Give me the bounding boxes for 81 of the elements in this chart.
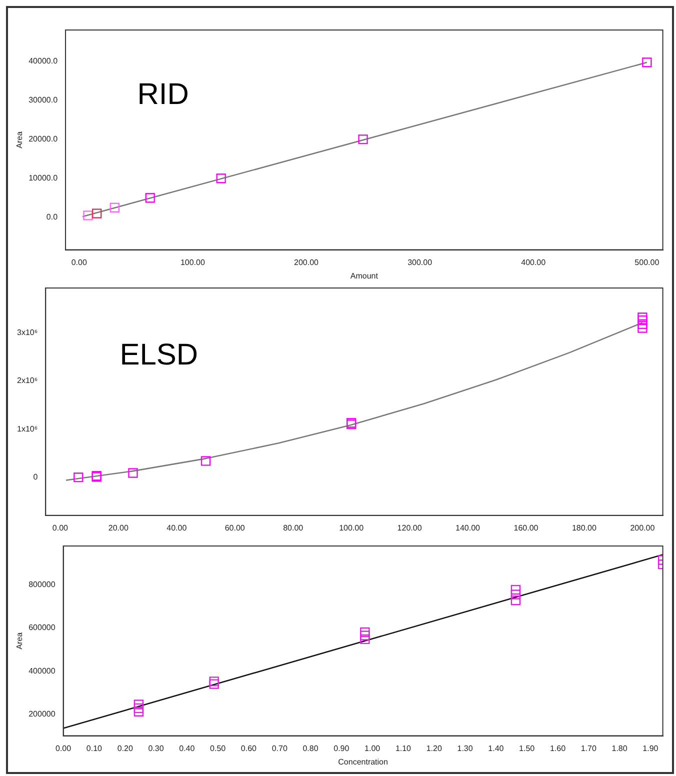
y-tick-label: 600000 bbox=[28, 623, 56, 632]
x-tick-label: 0.40 bbox=[179, 744, 196, 753]
x-tick-label: 100.00 bbox=[180, 258, 206, 267]
y-tick-label: 40000.0 bbox=[28, 56, 58, 66]
point bbox=[200, 456, 211, 466]
point bbox=[134, 700, 144, 710]
x-tick-label: 60.00 bbox=[224, 523, 246, 532]
x-tick-label: 0.80 bbox=[302, 744, 319, 753]
point bbox=[360, 634, 370, 644]
x-tick-label: 1.50 bbox=[519, 744, 536, 753]
y-tick-label: 1x10⁶ bbox=[17, 424, 38, 434]
point bbox=[83, 210, 93, 220]
point bbox=[360, 630, 370, 640]
point bbox=[92, 208, 102, 218]
y-tick-label: 200000 bbox=[28, 709, 56, 718]
x-tick-label: 140.00 bbox=[456, 523, 481, 532]
x-tick-label: 0.20 bbox=[117, 744, 134, 753]
x-tick-label: 120.00 bbox=[397, 523, 422, 532]
point bbox=[510, 584, 521, 595]
x-tick-label: 0.00 bbox=[71, 258, 88, 267]
point bbox=[638, 312, 648, 322]
point bbox=[642, 58, 652, 68]
x-tick-label: 0.70 bbox=[272, 744, 288, 753]
point bbox=[510, 590, 521, 600]
point bbox=[209, 679, 219, 689]
x-tick-label: 0.50 bbox=[210, 744, 226, 753]
y-tick-label: 0 bbox=[33, 472, 38, 482]
x-tick-label: 0.30 bbox=[148, 744, 164, 753]
x-tick-label: 200.00 bbox=[294, 258, 320, 267]
x-tick-label: 180.00 bbox=[572, 523, 597, 532]
x-tick-label: 1.60 bbox=[550, 744, 566, 753]
annotation: RID bbox=[137, 78, 189, 112]
x-tick-label: 100.00 bbox=[339, 523, 364, 532]
point bbox=[360, 627, 370, 638]
point bbox=[134, 706, 144, 716]
x-tick-label: 40.00 bbox=[166, 523, 188, 532]
point bbox=[209, 676, 219, 686]
x-tick-label: 1.20 bbox=[426, 744, 442, 753]
x-tick-label: 500.00 bbox=[634, 258, 660, 267]
x-tick-label: 400.00 bbox=[521, 258, 546, 267]
point bbox=[110, 202, 120, 212]
y-tick-label: 10000.0 bbox=[28, 174, 58, 183]
x-tick-label: 1.10 bbox=[395, 744, 412, 753]
point bbox=[216, 174, 226, 184]
y-tick-label: 20000.0 bbox=[28, 134, 58, 144]
y-tick-label: 0.0 bbox=[46, 212, 58, 222]
annotation: ELSD bbox=[120, 338, 198, 372]
point bbox=[638, 319, 648, 329]
x-tick-label: 20.00 bbox=[108, 523, 129, 532]
point bbox=[134, 703, 144, 714]
x-axis-title: Amount bbox=[350, 271, 379, 280]
x-tick-label: 1.00 bbox=[364, 744, 381, 753]
x-tick-label: 160.00 bbox=[514, 523, 539, 532]
y-tick-label: 2x10⁶ bbox=[17, 376, 38, 386]
x-tick-label: 200.00 bbox=[630, 523, 656, 532]
y-axis-title: Area bbox=[15, 632, 24, 650]
point bbox=[510, 596, 521, 606]
x-axis-title: Concentration bbox=[338, 757, 388, 766]
y-axis-title: Area bbox=[15, 130, 24, 148]
point bbox=[358, 134, 368, 144]
x-tick-label: 1.90 bbox=[642, 744, 659, 753]
point bbox=[128, 468, 138, 478]
y-tick-label: 30000.0 bbox=[28, 95, 58, 104]
x-tick-label: 0.00 bbox=[52, 523, 69, 532]
x-tick-label: 0.00 bbox=[56, 744, 72, 753]
x-tick-label: 1.70 bbox=[580, 744, 597, 753]
x-tick-label: 80.00 bbox=[283, 523, 304, 532]
y-tick-label: 400000 bbox=[28, 666, 56, 676]
y-tick-label: 800000 bbox=[28, 580, 56, 590]
point bbox=[74, 472, 84, 482]
x-tick-label: 0.10 bbox=[86, 744, 103, 753]
point bbox=[638, 323, 648, 333]
x-tick-label: 1.30 bbox=[457, 744, 474, 753]
point bbox=[638, 315, 648, 326]
x-tick-label: 0.90 bbox=[334, 744, 350, 753]
y-tick-label: 3x10⁶ bbox=[17, 328, 38, 338]
point bbox=[145, 193, 155, 203]
x-tick-label: 300.00 bbox=[408, 258, 433, 267]
x-tick-label: 0.60 bbox=[240, 744, 258, 753]
x-tick-label: 1.80 bbox=[612, 744, 628, 753]
x-tick-label: 1.40 bbox=[488, 744, 504, 753]
